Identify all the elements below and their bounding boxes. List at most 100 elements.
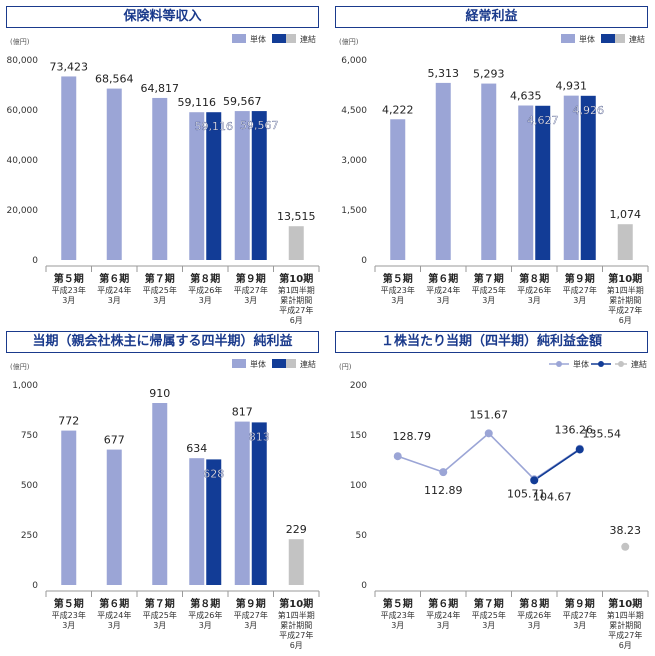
x-category-label: 第８期 bbox=[190, 597, 220, 610]
x-category-sublabel: 平成26年 bbox=[188, 285, 222, 295]
bar-solo bbox=[61, 430, 77, 585]
point-solo bbox=[621, 542, 630, 551]
x-category-label: 第７期 bbox=[474, 272, 504, 285]
bar-solo bbox=[481, 83, 497, 260]
data-label: 4,222 bbox=[382, 103, 414, 116]
x-category-label: 第10期 bbox=[608, 597, 642, 610]
bar-consolidated bbox=[535, 105, 551, 261]
x-category-sublabel: 累計期間 bbox=[280, 295, 312, 305]
legend-label: 単体 bbox=[579, 34, 595, 44]
chart-svg: (億円) 0 1,500 3,000 4,500 6,000 単体 連結 4,222 5,313 5… bbox=[339, 34, 649, 325]
x-category-sublabel: 3月 bbox=[199, 621, 212, 630]
x-category-sublabel: 平成25年 bbox=[143, 610, 177, 620]
data-label: 4,627 bbox=[527, 114, 559, 127]
x-category-sublabel: 3月 bbox=[62, 621, 75, 630]
data-label: 13,515 bbox=[277, 210, 316, 223]
line-consolidated bbox=[533, 448, 581, 481]
x-category-label: 第８期 bbox=[190, 272, 220, 285]
y-unit-label: (円) bbox=[339, 363, 352, 371]
data-label: 677 bbox=[104, 434, 125, 447]
x-category-sublabel: 3月 bbox=[573, 621, 586, 630]
legend-label: 単体 bbox=[250, 359, 266, 369]
point-solo bbox=[484, 429, 493, 438]
data-label: 628 bbox=[203, 467, 224, 480]
bar-solo bbox=[563, 95, 579, 260]
y-tick-label: 1,500 bbox=[341, 206, 367, 216]
x-category-sublabel: 平成24年 bbox=[97, 285, 131, 295]
y-tick-label: 0 bbox=[361, 581, 367, 591]
chart-svg: (円) 0 50 100 150 200 単体 連結 128.79 112.89 151.67 105… bbox=[339, 359, 649, 650]
x-category-sublabel: 3月 bbox=[62, 296, 75, 305]
bar-consolidated bbox=[206, 112, 222, 261]
x-category-sublabel: 6月 bbox=[619, 316, 632, 325]
bar-solo bbox=[106, 449, 122, 585]
data-label: 1,074 bbox=[610, 208, 642, 221]
x-category-sublabel: 平成24年 bbox=[426, 610, 460, 620]
bar-solo bbox=[61, 76, 77, 260]
point-consolidated bbox=[575, 445, 584, 454]
legend-label: 連結 bbox=[300, 359, 316, 369]
x-category-sublabel: 3月 bbox=[244, 296, 257, 305]
data-label: 59,567 bbox=[240, 119, 279, 132]
bar-consolidated bbox=[206, 459, 222, 585]
x-category-label: 第７期 bbox=[474, 597, 504, 610]
x-category-sublabel: 累計期間 bbox=[609, 295, 641, 305]
legend-swatch-solo bbox=[561, 34, 575, 43]
data-label: 4,926 bbox=[573, 104, 605, 117]
x-category-sublabel: 6月 bbox=[619, 641, 632, 650]
x-category-label: 第５期 bbox=[383, 272, 413, 285]
y-tick-label: 80,000 bbox=[7, 56, 39, 66]
x-category-sublabel: 6月 bbox=[290, 316, 303, 325]
chart-svg: (億円) 0 20,000 40,000 60,000 80,000 単体 連結 73,423 6… bbox=[7, 34, 320, 325]
bar-consolidated bbox=[251, 111, 267, 261]
x-category-label: 第10期 bbox=[279, 597, 313, 610]
bar-solo bbox=[390, 119, 406, 261]
y-tick-label: 0 bbox=[32, 581, 38, 591]
x-category-sublabel: 平成25年 bbox=[143, 285, 177, 295]
data-label: 772 bbox=[58, 415, 79, 428]
bar-solo bbox=[234, 111, 250, 261]
chart-title: 保険料等収入 bbox=[6, 6, 319, 28]
x-category-label: 第10期 bbox=[279, 272, 313, 285]
legend-swatch-solo bbox=[232, 34, 246, 43]
bar-solo bbox=[435, 82, 451, 261]
bar-solo bbox=[152, 403, 168, 585]
x-category-sublabel: 3月 bbox=[153, 296, 166, 305]
y-tick-label: 0 bbox=[32, 256, 38, 266]
data-label: 64,817 bbox=[141, 82, 180, 95]
y-tick-label: 750 bbox=[21, 431, 38, 441]
legend-swatch-consolidated bbox=[272, 359, 286, 368]
x-category-sublabel: 3月 bbox=[391, 621, 404, 630]
x-category-sublabel: 3月 bbox=[199, 296, 212, 305]
data-label: 4,635 bbox=[510, 90, 542, 103]
chart-title: 当期（親会社株主に帰属する四半期）純利益 bbox=[6, 331, 319, 353]
bar-solo bbox=[106, 88, 122, 260]
x-category-sublabel: 平成26年 bbox=[517, 610, 551, 620]
data-label: 634 bbox=[186, 442, 207, 455]
x-category-sublabel: 平成27年 bbox=[279, 305, 313, 315]
y-unit-label: (億円) bbox=[339, 37, 359, 46]
x-category-sublabel: 平成23年 bbox=[381, 610, 415, 620]
x-category-label: 第７期 bbox=[145, 597, 175, 610]
legend-swatch-consolidated bbox=[272, 34, 286, 43]
data-label: 817 bbox=[232, 406, 253, 419]
x-category-sublabel: 平成26年 bbox=[188, 610, 222, 620]
legend-label: 連結 bbox=[629, 34, 645, 44]
legend-marker-solo bbox=[556, 361, 562, 367]
y-unit-label: (億円) bbox=[10, 362, 30, 371]
bar-solo bbox=[288, 539, 304, 585]
x-category-sublabel: 平成27年 bbox=[234, 610, 268, 620]
x-category-sublabel: 平成27年 bbox=[279, 630, 313, 640]
data-label: 104.67 bbox=[533, 490, 572, 503]
y-tick-label: 50 bbox=[356, 531, 368, 541]
x-category-label: 第９期 bbox=[565, 272, 595, 285]
data-label: 73,423 bbox=[50, 60, 89, 73]
x-category-sublabel: 3月 bbox=[528, 296, 541, 305]
bar-solo bbox=[288, 226, 304, 260]
y-tick-label: 6,000 bbox=[341, 56, 367, 66]
x-category-sublabel: 3月 bbox=[573, 296, 586, 305]
x-category-sublabel: 平成27年 bbox=[234, 285, 268, 295]
x-category-label: 第８期 bbox=[519, 597, 549, 610]
point-solo bbox=[439, 468, 448, 477]
x-category-label: 第８期 bbox=[519, 272, 549, 285]
